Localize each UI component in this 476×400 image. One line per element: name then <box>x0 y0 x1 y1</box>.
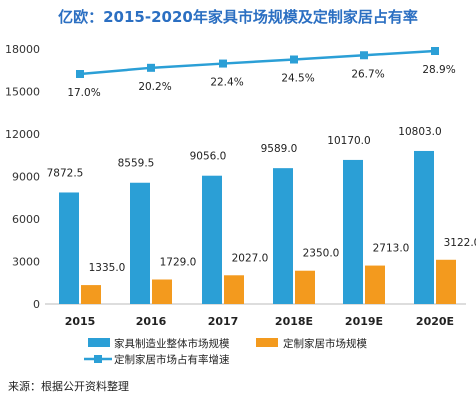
x-tick-label: 2019E <box>345 315 383 328</box>
x-tick-label: 2015 <box>65 315 96 328</box>
series-custom-home-bars: 1335.0 1729.0 2027.0 2350.0 2713.0 3122.0 <box>81 237 476 304</box>
bar-value-label: 9589.0 <box>261 143 298 155</box>
line-value-label: 22.4% <box>210 77 243 89</box>
y-tick-label: 9000 <box>12 171 40 184</box>
bar-custom-home <box>295 270 315 304</box>
line-marker <box>360 51 368 60</box>
y-tick-label: 3000 <box>12 256 40 269</box>
x-tick-label: 2018E <box>275 315 313 328</box>
x-tick-label: 2020E <box>416 315 454 328</box>
line-value-label: 17.0% <box>67 87 100 99</box>
series-share-growth-line: 17.0% 20.2% 22.4% 24.5% 26.7% 28.9% <box>67 47 456 99</box>
x-tick-label: 2017 <box>208 315 239 328</box>
bar-value-label: 8559.5 <box>118 158 155 170</box>
bar-custom-home <box>152 279 172 304</box>
bar-custom-home <box>81 285 101 304</box>
bar-custom-home <box>365 265 385 304</box>
series-total-market-bars: 7872.5 8559.5 9056.0 9589.0 10170.0 10803.0 <box>47 126 442 304</box>
y-tick-label: 15000 <box>5 86 40 99</box>
legend-swatch-share-growth-marker <box>94 355 102 363</box>
legend-label-total-market: 家具制造业整体市场规模 <box>114 337 230 350</box>
y-tick-label: 6000 <box>12 213 40 226</box>
bar-total-market <box>202 175 222 304</box>
bar-total-market <box>343 159 363 304</box>
bar-value-label: 2027.0 <box>232 252 269 264</box>
bar-custom-home <box>436 259 456 304</box>
x-axis: 2015 2016 2017 2018E 2019E 2020E <box>65 315 454 328</box>
line-marker <box>431 47 439 55</box>
bar-value-label: 9056.0 <box>190 151 227 163</box>
bar-value-label: 3122.0 <box>444 237 476 249</box>
line-value-label: 20.2% <box>138 81 171 93</box>
bar-total-market <box>59 192 79 304</box>
legend-label-share-growth: 定制家居市场占有率增速 <box>114 353 230 366</box>
source-note: 来源：根据公开资料整理 <box>8 380 129 393</box>
bar-custom-home <box>224 275 244 304</box>
legend-swatch-total-market <box>88 338 110 347</box>
chart-title: 亿欧：2015-2020年家具市场规模及定制家居占有率 <box>58 8 418 26</box>
bar-value-label: 2713.0 <box>373 243 410 255</box>
line-marker <box>219 59 227 68</box>
y-tick-label: 0 <box>33 298 40 311</box>
bar-value-label: 1729.0 <box>160 257 197 269</box>
line-marker <box>290 55 298 64</box>
line-marker <box>147 63 155 72</box>
bar-total-market <box>130 182 150 304</box>
bar-value-label: 7872.5 <box>47 167 84 179</box>
line-value-label: 28.9% <box>422 64 455 76</box>
bar-total-market <box>273 168 293 304</box>
share-growth-line <box>79 49 436 76</box>
legend-swatch-custom-home <box>256 338 278 347</box>
bar-total-market <box>414 150 434 304</box>
bar-value-label: 2350.0 <box>303 248 340 260</box>
line-value-label: 24.5% <box>281 73 314 85</box>
line-marker <box>76 70 84 78</box>
y-tick-label: 12000 <box>5 128 40 141</box>
line-value-label: 26.7% <box>351 68 384 80</box>
bar-value-label: 1335.0 <box>89 262 126 274</box>
bar-value-label: 10170.0 <box>327 135 370 147</box>
x-tick-label: 2016 <box>136 315 167 328</box>
legend-label-custom-home: 定制家居市场规模 <box>283 337 367 350</box>
y-axis: 0 3000 6000 9000 12000 15000 18000 <box>5 43 40 311</box>
bar-value-label: 10803.0 <box>398 126 441 138</box>
y-tick-label: 18000 <box>5 43 40 56</box>
